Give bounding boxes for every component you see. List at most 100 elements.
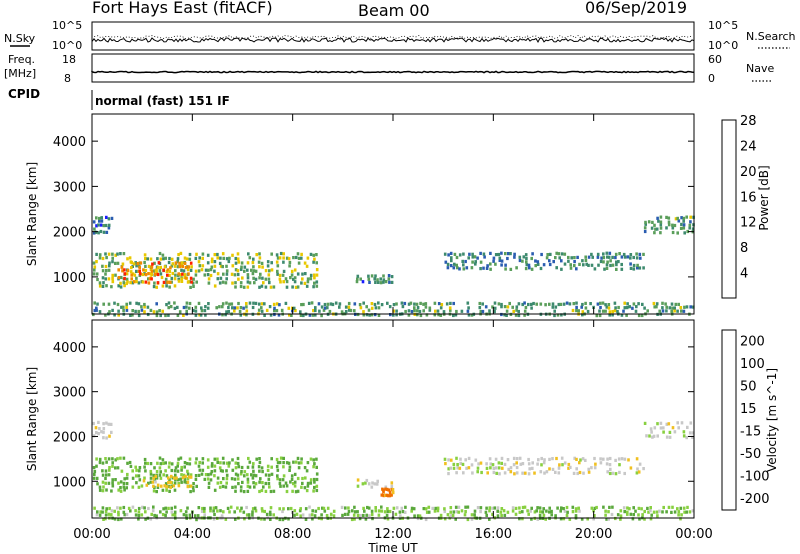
echo-cell [108,466,111,470]
echo-cell [122,505,126,510]
echo-cell [479,506,483,510]
echo-cell [668,306,672,310]
echo-cell [642,252,645,256]
echo-cell [183,261,187,265]
time-axis-label: Time UT [367,541,418,554]
echo-cell [313,462,316,466]
echo-cell [186,485,190,489]
echo-cell [248,485,252,489]
echo-cell [674,217,678,221]
echo-cell [661,510,664,514]
echo-cell [231,264,235,268]
echo-cell [186,268,190,272]
echo-cell [263,313,266,317]
echo-cell [362,313,366,317]
echo-cell [104,513,108,517]
echo-cell [255,457,258,461]
echo-cell [162,507,165,511]
echo-cell [191,485,195,490]
echo-cell [281,518,285,522]
echo-cell [201,506,204,511]
echo-cell [213,253,217,257]
echo-cell [671,223,674,227]
echo-cell [667,216,671,220]
echo-cell [386,494,390,498]
echo-cell [239,509,242,513]
echo-cell [174,261,178,265]
echo-cell [281,478,285,482]
echo-cell [155,310,159,314]
echo-cell [105,507,108,511]
echo-cell [374,506,377,510]
echo-cell [620,255,624,259]
echo-cell [464,505,467,509]
echo-cell [225,461,229,465]
echo-cell [169,480,173,484]
echo-cell [101,256,105,261]
echo-cell [173,481,177,485]
echo-cell [246,473,249,477]
echo-cell [183,480,186,484]
echo-cell [119,285,123,289]
echo-cell [464,458,467,462]
echo-cell [102,224,106,228]
echo-cell [581,302,584,307]
echo-cell [129,270,133,274]
echo-cell [198,256,201,260]
echo-cell [297,256,301,260]
echo-cell [608,310,612,314]
echo-cell [101,269,105,273]
echo-cell [216,460,219,464]
echo-cell [649,509,652,513]
echo-cell [270,472,274,476]
echo-cell [216,476,220,480]
echo-cell [258,302,261,306]
echo-cell [114,273,117,277]
echo-cell [468,252,471,256]
colorbar-tick: -200 [740,492,770,507]
echo-cell [275,309,279,313]
echo-cell [504,263,507,267]
colorbar-tick: 12 [740,216,757,231]
echo-cell [682,506,686,510]
echo-cell [242,306,245,310]
echo-cell [225,272,229,276]
echo-cell [105,488,108,492]
echo-cell [121,269,124,273]
echo-cell [347,301,351,306]
echo-cell [236,272,240,277]
echo-cell [104,223,108,228]
echo-cell [265,308,269,312]
echo-cell [144,273,148,277]
echo-cell [96,277,99,282]
echo-cell [279,280,282,284]
echo-cell [495,471,498,475]
echo-cell [139,261,143,265]
echo-cell [542,263,546,267]
echo-cell [111,484,115,488]
echo-cell [682,223,686,227]
echo-cell [123,276,126,281]
echo-cell [560,252,564,256]
echo-cell [102,517,105,521]
echo-cell [539,266,543,271]
echo-cell [185,301,189,305]
echo-cell [234,281,237,285]
noise-panel: N.Sky 10^5 10^0 10^5 10^0 N.Search [4,19,796,52]
echo-cell [415,302,419,306]
echo-cell [162,473,165,477]
echo-cell [449,308,452,312]
echo-cell [101,473,105,477]
echo-cell [153,272,157,276]
echo-cell [142,479,146,483]
echo-cell [556,313,560,317]
echo-cell [252,462,255,466]
echo-cell [620,457,624,461]
echo-cell [653,305,656,309]
echo-cell [107,422,111,426]
echo-cell [577,506,580,510]
echo-cell [213,474,216,478]
echo-cell [268,473,271,477]
echo-cell [443,509,447,514]
echo-cell [645,434,648,438]
